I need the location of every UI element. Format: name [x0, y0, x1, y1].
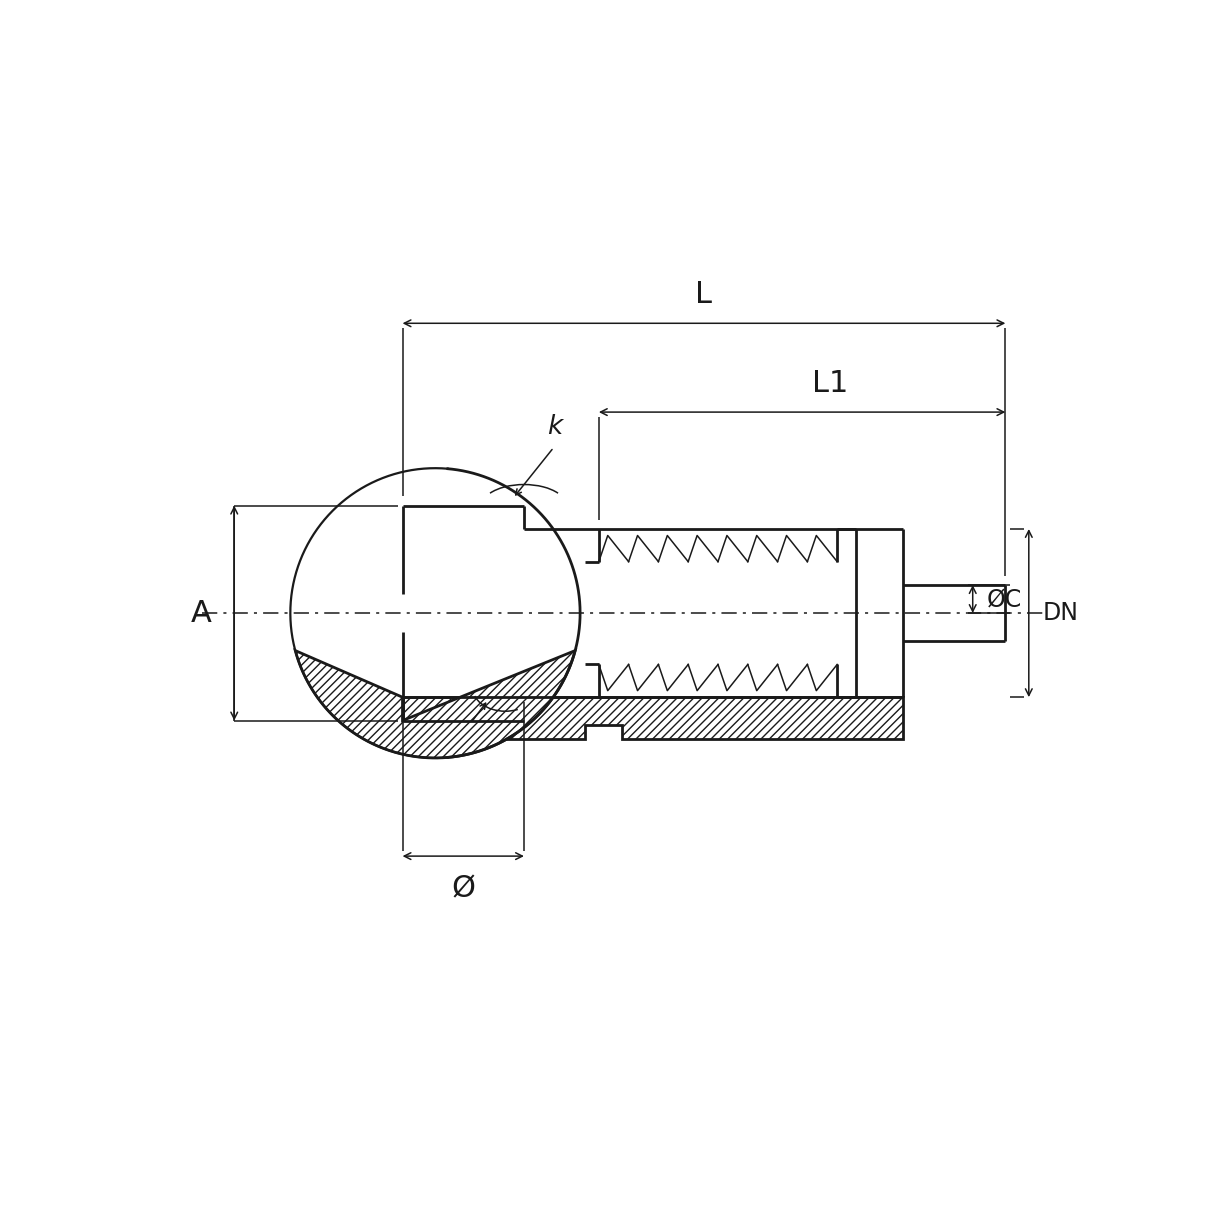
- Text: k: k: [548, 414, 562, 441]
- Text: DN: DN: [1043, 601, 1079, 625]
- Text: A: A: [191, 599, 212, 628]
- Text: Ø: Ø: [452, 875, 475, 903]
- Text: ØC: ØC: [987, 588, 1022, 611]
- Text: L1: L1: [812, 369, 849, 398]
- Polygon shape: [295, 651, 575, 758]
- Text: L: L: [696, 280, 713, 310]
- Polygon shape: [403, 697, 903, 739]
